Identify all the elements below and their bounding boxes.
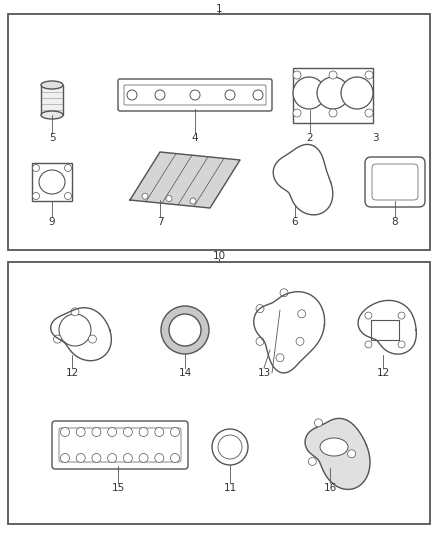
Text: 6: 6: [292, 217, 298, 227]
Bar: [8, 14, 430, 250]
Text: 12: 12: [65, 368, 79, 378]
Text: 11: 11: [223, 483, 237, 493]
Text: 13: 13: [258, 368, 271, 378]
Circle shape: [341, 77, 373, 109]
Circle shape: [253, 90, 263, 100]
Circle shape: [166, 196, 172, 201]
Ellipse shape: [320, 438, 348, 456]
Circle shape: [142, 193, 148, 199]
Bar: [41, 85, 63, 115]
Circle shape: [71, 308, 79, 316]
Circle shape: [190, 198, 196, 204]
Circle shape: [108, 454, 117, 463]
Circle shape: [365, 71, 373, 79]
Bar: [8, 262, 430, 524]
Text: 15: 15: [111, 483, 125, 493]
Text: 7: 7: [157, 217, 163, 227]
Circle shape: [139, 454, 148, 463]
Text: 5: 5: [49, 133, 55, 143]
Circle shape: [64, 165, 71, 172]
Polygon shape: [130, 152, 240, 208]
Circle shape: [317, 77, 349, 109]
Circle shape: [169, 314, 201, 346]
Circle shape: [155, 454, 164, 463]
Circle shape: [276, 354, 284, 362]
Circle shape: [32, 165, 39, 172]
Text: 1: 1: [215, 4, 223, 14]
Text: 4: 4: [192, 133, 198, 143]
Polygon shape: [305, 418, 370, 489]
Circle shape: [365, 341, 372, 348]
Circle shape: [398, 341, 405, 348]
Bar: [293, 68, 373, 123]
Circle shape: [161, 306, 209, 354]
Circle shape: [92, 427, 101, 437]
Ellipse shape: [41, 81, 63, 89]
Circle shape: [170, 427, 180, 437]
Text: 14: 14: [178, 368, 192, 378]
Text: 2: 2: [307, 133, 313, 143]
Circle shape: [296, 337, 304, 345]
Circle shape: [155, 427, 164, 437]
Circle shape: [308, 457, 316, 465]
Circle shape: [108, 427, 117, 437]
Circle shape: [329, 109, 337, 117]
Circle shape: [127, 90, 137, 100]
Circle shape: [256, 305, 264, 313]
Circle shape: [329, 71, 337, 79]
Circle shape: [398, 312, 405, 319]
Circle shape: [76, 427, 85, 437]
Text: 8: 8: [392, 217, 398, 227]
Circle shape: [190, 90, 200, 100]
Ellipse shape: [39, 170, 65, 194]
Text: 16: 16: [323, 483, 337, 493]
Circle shape: [298, 310, 306, 318]
Bar: [32, 163, 72, 201]
Circle shape: [348, 450, 356, 458]
Text: 9: 9: [49, 217, 55, 227]
Circle shape: [88, 335, 96, 343]
Circle shape: [293, 71, 301, 79]
Bar: [371, 320, 399, 340]
Circle shape: [293, 109, 301, 117]
Circle shape: [53, 335, 62, 343]
Circle shape: [365, 312, 372, 319]
Circle shape: [92, 454, 101, 463]
Circle shape: [32, 192, 39, 199]
Ellipse shape: [41, 111, 63, 119]
Circle shape: [139, 427, 148, 437]
Circle shape: [59, 314, 91, 346]
Circle shape: [365, 109, 373, 117]
Circle shape: [256, 337, 264, 345]
Circle shape: [314, 419, 322, 427]
Circle shape: [225, 90, 235, 100]
Text: 10: 10: [212, 251, 226, 261]
Text: 3: 3: [372, 133, 378, 143]
Circle shape: [64, 192, 71, 199]
Circle shape: [124, 454, 132, 463]
Circle shape: [124, 427, 132, 437]
Circle shape: [280, 289, 288, 297]
Circle shape: [293, 77, 325, 109]
Circle shape: [60, 454, 70, 463]
Circle shape: [155, 90, 165, 100]
Circle shape: [170, 454, 180, 463]
Circle shape: [60, 427, 70, 437]
Text: 12: 12: [376, 368, 390, 378]
Circle shape: [76, 454, 85, 463]
